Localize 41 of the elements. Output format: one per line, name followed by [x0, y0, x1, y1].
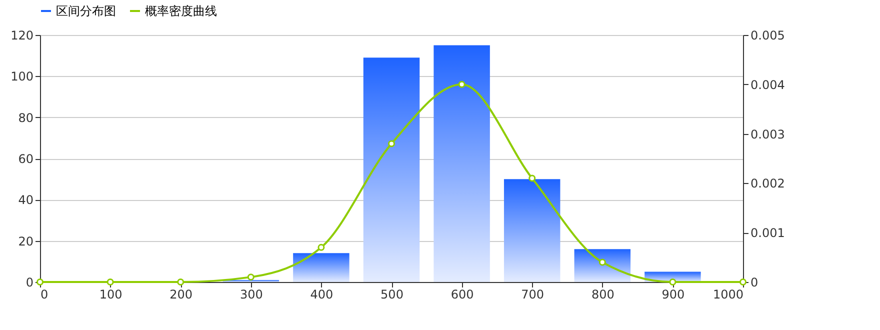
- y2-tick-label: 0.004: [750, 78, 785, 92]
- y2-tick-label: 0: [750, 276, 758, 290]
- x-tick-label: 300: [240, 288, 263, 302]
- x-tick-label: 800: [591, 288, 614, 302]
- point: [247, 274, 254, 281]
- y2-tick-label: 0.005: [750, 28, 785, 42]
- point: [318, 244, 325, 251]
- x-tick-label: 1000: [712, 288, 744, 302]
- y-tick-label: 120: [10, 28, 34, 42]
- y-tick-label: 60: [18, 152, 34, 166]
- bar: [574, 249, 631, 282]
- y-tick-label: 80: [18, 110, 34, 125]
- y-tick-label: 0: [26, 276, 34, 290]
- y-tick-label: 100: [10, 70, 34, 84]
- point: [669, 278, 676, 286]
- point: [598, 258, 606, 266]
- x-tick-label: 200: [170, 288, 193, 302]
- x-tick-label: 100: [99, 288, 122, 302]
- point: [458, 80, 466, 88]
- legend-label: 区间分布图: [56, 4, 116, 18]
- legend-label: 概率密度曲线: [145, 4, 217, 18]
- bar: [363, 58, 420, 282]
- x-tick-label: 600: [450, 288, 474, 302]
- point: [740, 278, 746, 286]
- point: [177, 278, 184, 286]
- bar: [504, 179, 560, 282]
- y2-tick-label: 0.001: [750, 226, 785, 240]
- point: [528, 174, 536, 182]
- bar: [293, 253, 350, 282]
- y2-tick-label: 0.003: [750, 127, 785, 142]
- x-tick-label: 700: [521, 288, 544, 302]
- x-tick-label: 0: [40, 288, 48, 302]
- bar: [434, 45, 490, 282]
- point: [388, 140, 395, 148]
- x-tick-label: 900: [662, 288, 685, 302]
- point: [106, 278, 114, 286]
- y-tick-label: 40: [18, 193, 34, 208]
- y-tick-label: 20: [18, 234, 34, 248]
- x-tick-label: 400: [310, 288, 334, 302]
- y2-tick-label: 0.002: [750, 176, 785, 191]
- x-tick-label: 500: [380, 288, 404, 302]
